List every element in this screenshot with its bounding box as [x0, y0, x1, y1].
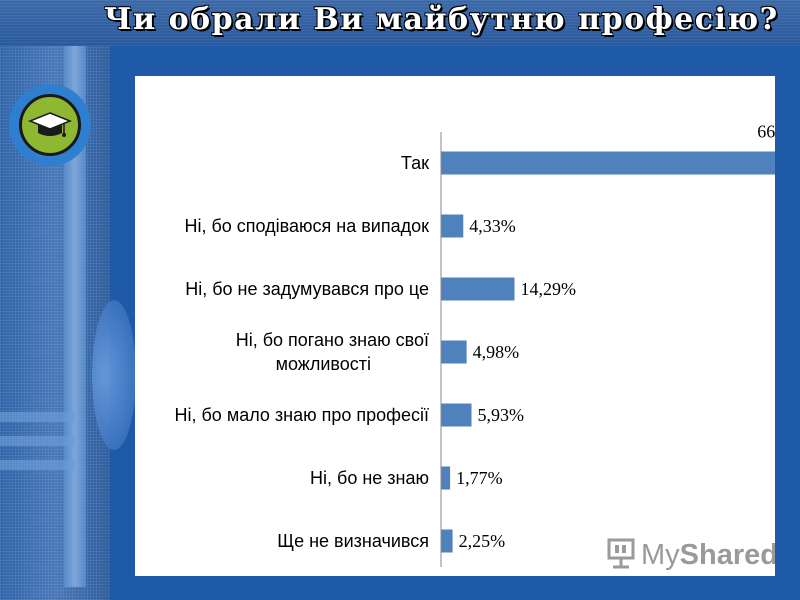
logo-disc — [19, 94, 81, 156]
bar-6 — [441, 529, 453, 553]
bar-0 — [441, 151, 775, 175]
category-label-line: можливості — [276, 354, 371, 374]
category-label-line: Ні, бо сподіваюся на випадок — [184, 216, 429, 236]
decor-oval — [92, 300, 136, 450]
category-label-line: Так — [401, 153, 429, 173]
bar-3 — [441, 340, 467, 364]
bar-1 — [441, 214, 464, 238]
category-label-5: Ні, бо не знаю — [310, 468, 429, 488]
category-label-line: Ні, бо мало знаю про професії — [175, 405, 430, 425]
category-label-4: Ні, бо мало знаю про професії — [175, 405, 430, 425]
horizontal-stripe — [0, 436, 75, 446]
slide-title: Чи обрали Ви майбутню професію? — [104, 2, 779, 37]
category-label-line: Ні, бо погано знаю свої — [236, 330, 429, 350]
watermark-text-shared: Shared — [680, 539, 775, 571]
horizontal-stripe — [0, 460, 75, 470]
category-label-line: Ще не визначився — [277, 531, 429, 551]
category-label-1: Ні, бо сподіваюся на випадок — [184, 216, 429, 236]
category-label-3: Ні, бо погано знаю свої можливості — [236, 330, 429, 374]
svg-text:MyShared: MyShared — [641, 539, 775, 571]
value-label-0: 66,45% — [757, 122, 775, 142]
top-decor-band — [0, 0, 800, 46]
value-label-6: 2,25% — [459, 531, 506, 551]
graduation-cap-icon — [28, 112, 72, 137]
value-label-3: 4,98% — [473, 342, 520, 362]
category-label-line: Ні, бо не задумувався про це — [185, 279, 429, 299]
bar-5 — [441, 466, 451, 490]
category-label-6: Ще не визначився — [277, 531, 429, 551]
value-label-4: 5,93% — [477, 405, 524, 425]
myshared-logo-icon: MyShared — [607, 538, 775, 571]
bar-chart: 66,45% Так 4,33% Ні, бо сподіваюся на випад… — [175, 122, 775, 571]
bar-2 — [441, 277, 515, 301]
bar-4 — [441, 403, 472, 427]
category-label-2: Ні, бо не задумувався про це — [185, 279, 429, 299]
category-label-line: Ні, бо не знаю — [310, 468, 429, 488]
value-label-1: 4,33% — [469, 216, 515, 236]
chart-panel: 66,45% Так 4,33% Ні, бо сподіваюся на випад… — [135, 76, 775, 576]
value-label-2: 14,29% — [520, 279, 576, 299]
logo-badge — [9, 84, 91, 166]
value-label-5: 1,77% — [456, 468, 503, 488]
category-label-0: Так — [401, 153, 429, 173]
horizontal-stripe — [0, 412, 75, 422]
vertical-stripe — [64, 42, 86, 587]
watermark-text-my: My — [641, 539, 680, 571]
